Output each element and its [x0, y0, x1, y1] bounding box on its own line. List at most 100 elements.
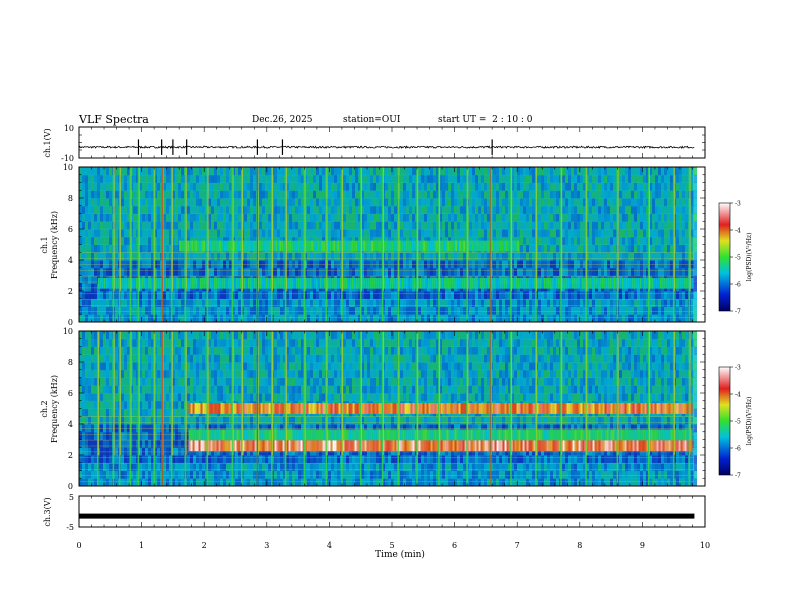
noise-cell [244, 213, 247, 222]
noise-cell [127, 213, 130, 222]
noise-cell [469, 267, 472, 276]
noise-cell [400, 306, 403, 315]
noise-cell [328, 298, 331, 307]
noise-cell [508, 198, 511, 207]
noise-cell [607, 198, 610, 207]
noise-cell [91, 229, 94, 238]
noise-cell [448, 229, 451, 238]
noise-cell [154, 267, 157, 276]
noise-cell [601, 174, 604, 183]
noise-cell [604, 198, 607, 207]
noise-cell [601, 252, 604, 261]
noise-cell [643, 291, 646, 300]
noise-cell [190, 198, 193, 207]
noise-cell [439, 221, 442, 230]
noise-cell [109, 182, 112, 191]
noise-cell [598, 229, 601, 238]
noise-cell [544, 291, 547, 300]
noise-cell [604, 252, 607, 261]
noise-cell [202, 190, 205, 199]
noise-cell [607, 291, 610, 300]
noise-cell [631, 213, 634, 222]
noise-cell [412, 306, 415, 315]
noise-cell [658, 190, 661, 199]
noise-cell [283, 298, 286, 307]
noise-cell [580, 306, 583, 315]
band-cell [357, 277, 360, 289]
noise-cell [355, 174, 358, 183]
noise-cell [523, 190, 526, 199]
noise-cell [583, 314, 586, 323]
noise-cell [586, 213, 589, 222]
noise-cell [187, 213, 190, 222]
noise-cell [121, 198, 124, 207]
band-cell [405, 277, 408, 289]
noise-cell [664, 306, 667, 315]
noise-cell [145, 167, 148, 176]
noise-cell [151, 174, 154, 183]
noise-cell [571, 252, 574, 261]
noise-cell [79, 400, 82, 409]
noise-cell [622, 167, 625, 176]
noise-cell [82, 174, 85, 183]
noise-cell [346, 190, 349, 199]
noise-cell [226, 198, 229, 207]
noise-cell [355, 298, 358, 307]
noise-cell [586, 298, 589, 307]
noise-cell [553, 190, 556, 199]
noise-cell [628, 252, 631, 261]
noise-cell [391, 198, 394, 207]
noise-cell [655, 267, 658, 276]
noise-cell [682, 314, 685, 323]
noise-cell [445, 198, 448, 207]
noise-cell [262, 182, 265, 191]
noise-cell [469, 252, 472, 261]
noise-cell [427, 174, 430, 183]
noise-cell [472, 298, 475, 307]
noise-cell [523, 213, 526, 222]
noise-cell [634, 252, 637, 261]
noise-cell [238, 314, 241, 323]
band-cell [173, 277, 176, 289]
noise-cell [133, 221, 136, 230]
noise-cell [607, 267, 610, 276]
noise-cell [421, 205, 424, 214]
noise-cell [529, 306, 532, 315]
noise-cell [307, 174, 310, 183]
noise-cell [580, 236, 583, 245]
noise-cell [619, 236, 622, 245]
noise-cell [166, 182, 169, 191]
noise-cell [484, 205, 487, 214]
band-cell [349, 240, 352, 252]
noise-cell [85, 198, 88, 207]
noise-cell [454, 298, 457, 307]
noise-cell [277, 267, 280, 276]
noise-cell [469, 229, 472, 238]
band-cell [105, 277, 108, 289]
noise-cell [523, 291, 526, 300]
noise-cell [679, 314, 682, 323]
noise-cell [88, 167, 91, 176]
noise-cell [487, 252, 490, 261]
noise-cell [373, 306, 376, 315]
noise-cell [613, 229, 616, 238]
noise-cell [667, 314, 670, 323]
noise-cell [172, 221, 175, 230]
noise-cell [277, 213, 280, 222]
noise-cell [679, 229, 682, 238]
noise-cell [346, 198, 349, 207]
noise-cell [115, 182, 118, 191]
band-cell [195, 277, 198, 289]
noise-cell [79, 314, 82, 323]
noise-cell [565, 174, 568, 183]
band-cell [269, 277, 272, 289]
noise-cell [649, 298, 652, 307]
noise-cell [553, 174, 556, 183]
noise-cell [586, 267, 589, 276]
noise-cell [292, 298, 295, 307]
noise-cell [541, 252, 544, 261]
noise-cell [331, 174, 334, 183]
noise-cell [445, 267, 448, 276]
noise-cell [217, 298, 220, 307]
band-cell [427, 277, 430, 289]
